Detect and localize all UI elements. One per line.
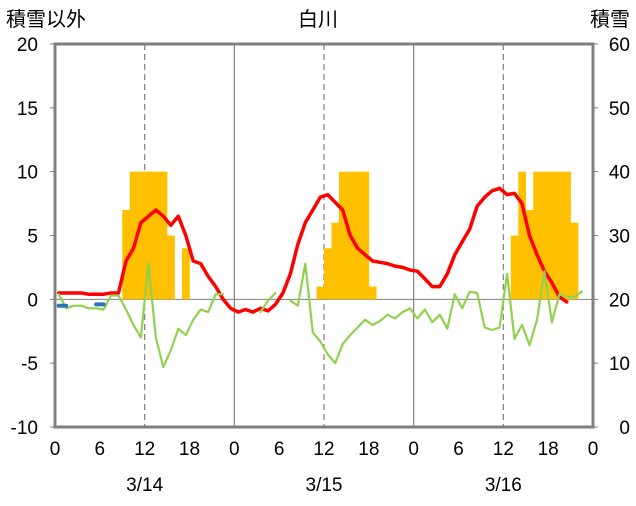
- left-axis-label: 積雪以外: [6, 8, 86, 31]
- snow-bar: [137, 171, 145, 300]
- day-label: 3/16: [485, 475, 522, 496]
- snow-bar: [167, 235, 175, 300]
- plot-frame: [53, 42, 595, 429]
- x-tick-label: 12: [134, 439, 155, 460]
- snow-bar: [548, 171, 556, 300]
- left-tick-label: 0: [27, 290, 38, 311]
- green-series-line: [57, 262, 583, 369]
- right-axis-label: 積雪: [590, 8, 630, 31]
- x-tick-label: 6: [274, 439, 285, 460]
- snow-bar: [563, 171, 571, 300]
- snow-bar: [159, 171, 168, 300]
- snow-bar: [324, 248, 332, 300]
- right-tick-label: 0: [619, 418, 630, 439]
- left-tick-label: -5: [21, 354, 38, 375]
- x-tick-label: 18: [179, 439, 200, 460]
- snow-bar: [368, 286, 377, 300]
- right-tick-label: 60: [609, 35, 630, 56]
- red-series-line: [56, 186, 569, 314]
- right-tick-label: 40: [609, 163, 630, 184]
- x-tick-label: 0: [50, 439, 61, 460]
- snow-bar: [129, 171, 138, 300]
- snow-bar: [361, 171, 370, 300]
- day-label: 3/14: [126, 475, 163, 496]
- snow-bar: [152, 171, 160, 300]
- snow-bar: [122, 209, 131, 300]
- snow-bar: [570, 222, 579, 300]
- right-tick-label: 30: [609, 227, 630, 248]
- blue-series-line: [56, 302, 106, 308]
- left-tick-label: -10: [11, 418, 38, 439]
- x-tick-label: 0: [588, 439, 599, 460]
- right-tick-label: 20: [609, 290, 630, 311]
- left-tick-label: 10: [17, 163, 38, 184]
- snow-bar: [331, 222, 340, 300]
- x-tick-label: 12: [313, 439, 334, 460]
- x-tick-label: 0: [229, 439, 240, 460]
- snow-bar: [525, 209, 534, 300]
- chart-title: 白川: [298, 8, 338, 31]
- snow-bar: [533, 171, 541, 300]
- x-tick-label: 12: [493, 439, 514, 460]
- x-tick-label: 18: [538, 439, 559, 460]
- snow-bar: [316, 286, 325, 300]
- x-tick-label: 0: [408, 439, 419, 460]
- snow-bar: [144, 171, 153, 300]
- day-label: 3/15: [306, 475, 343, 496]
- right-tick-label: 50: [609, 99, 630, 120]
- snow-bar: [353, 171, 362, 300]
- snow-bar: [182, 248, 190, 300]
- right-tick-label: 10: [609, 354, 630, 375]
- left-tick-label: 5: [27, 227, 38, 248]
- snow-bar: [555, 171, 564, 300]
- snow-bar: [540, 171, 549, 300]
- snow-bar: [338, 171, 347, 300]
- snow-bar: [518, 171, 527, 300]
- x-tick-label: 18: [358, 439, 379, 460]
- x-tick-label: 6: [95, 439, 106, 460]
- snow-bar: [510, 235, 519, 300]
- left-tick-label: 20: [17, 35, 38, 56]
- left-tick-label: 15: [17, 99, 38, 120]
- x-tick-label: 6: [453, 439, 464, 460]
